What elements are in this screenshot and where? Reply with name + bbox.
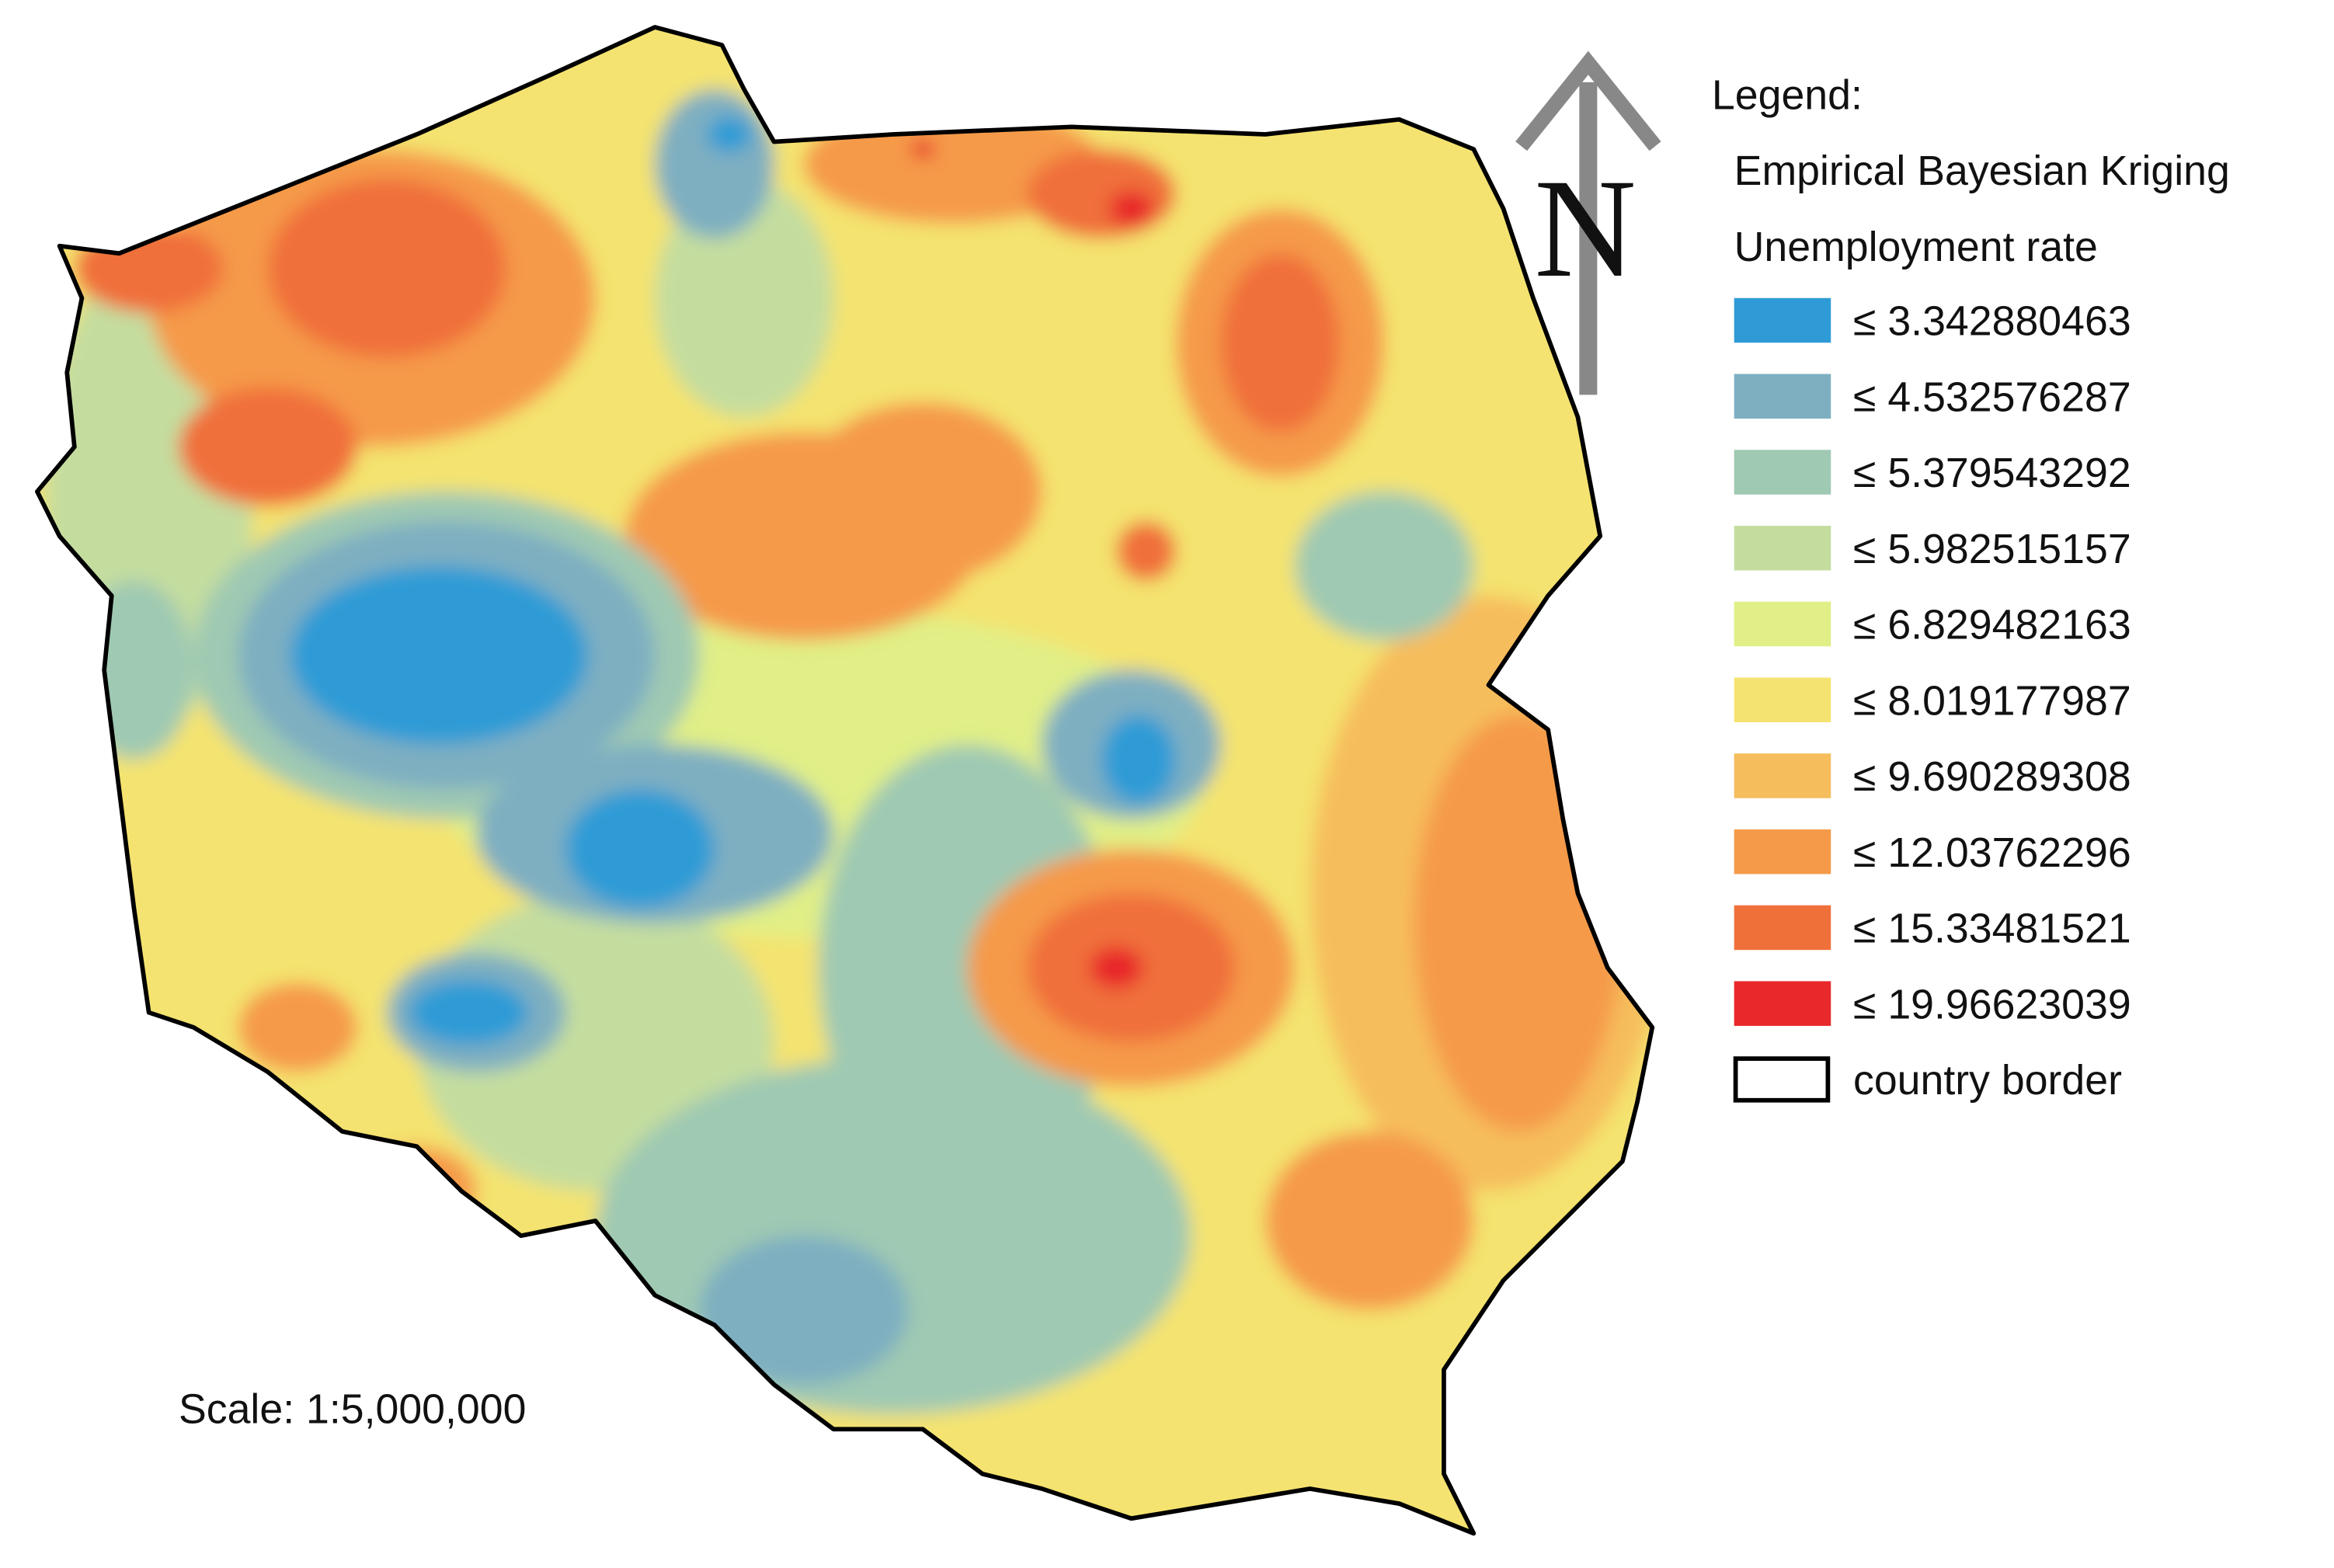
legend-label: ≤ 8.019177987 (1853, 677, 2131, 724)
surface-blob (74, 223, 224, 313)
legend-swatch (1734, 677, 1831, 722)
legend-swatch (1734, 525, 1831, 571)
legend-label: ≤ 5.982515157 (1853, 526, 2131, 572)
interpolated-surface (37, 26, 1653, 1534)
country-border (35, 25, 1655, 1536)
surface-blob (1295, 491, 1474, 641)
surface-blob (1108, 190, 1154, 227)
surface-blob (178, 387, 357, 507)
legend-swatch (1734, 450, 1831, 495)
legend-swatch (1734, 374, 1831, 419)
north-arrow: N (1515, 50, 1661, 395)
legend-swatch (1734, 981, 1831, 1026)
surface-blob (1220, 253, 1340, 433)
surface-blob (1027, 149, 1176, 239)
surface-blob (803, 402, 1042, 581)
surface-blob (699, 1236, 909, 1385)
legend-title: Legend: (1712, 71, 1863, 118)
legend-swatch (1734, 601, 1831, 647)
surface-blob (290, 565, 588, 745)
legend-label: ≤ 12.03762296 (1853, 829, 2131, 876)
surface-blob (707, 116, 752, 152)
legend-label: ≤ 3.342880463 (1853, 298, 2131, 345)
legend-label: country border (1853, 1057, 2122, 1104)
surface-blob (238, 982, 357, 1073)
legend-label: ≤ 4.532576287 (1853, 374, 2131, 420)
legend-swatch (1734, 829, 1831, 874)
surface-blob (1116, 521, 1176, 581)
surface-blob (1089, 947, 1143, 989)
legend-label: ≤ 19.96623039 (1853, 981, 2131, 1027)
legend-label: ≤ 15.33481521 (1853, 906, 2131, 952)
legend-swatch (1734, 297, 1831, 343)
legend-swatch (1733, 1056, 1831, 1103)
legend-label: ≤ 6.829482163 (1853, 602, 2131, 648)
legend-variable: Unemployment rate (1734, 224, 2098, 270)
legend-swatch (1734, 905, 1831, 951)
legend-method: Empirical Bayesian Kriging (1734, 148, 2230, 194)
surface-blobs (37, 26, 1653, 1534)
surface-blob (655, 179, 834, 418)
surface-blob (1264, 1131, 1474, 1310)
legend-label: ≤ 5.379543292 (1853, 450, 2131, 496)
surface-blob (74, 580, 194, 760)
legend: Legend: Empirical Bayesian Kriging Unemp… (1712, 71, 2230, 1104)
surface-blob (595, 1057, 1191, 1415)
surface-blob (1101, 714, 1176, 805)
surface-blob (565, 789, 715, 909)
legend-swatch (1734, 753, 1831, 798)
north-label: N (1534, 151, 1636, 307)
scale-label: Scale: 1:5,000,000 (179, 1386, 527, 1433)
surface-blob (267, 179, 506, 358)
legend-label: ≤ 9.690289308 (1853, 753, 2131, 800)
surface-blob (409, 979, 529, 1045)
surface-blob (910, 140, 935, 158)
